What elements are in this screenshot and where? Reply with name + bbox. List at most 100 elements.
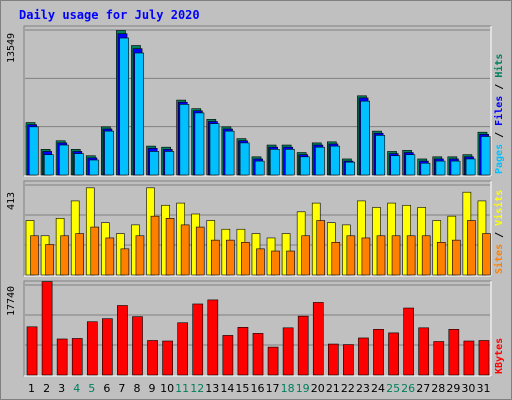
bar-sites [60, 235, 69, 276]
x-tick-label: 18 [281, 382, 295, 395]
x-tick-label: 8 [133, 382, 140, 395]
bar-sites [316, 220, 326, 276]
y-max-label: 13549 [6, 33, 17, 63]
legend-sites: Sites [493, 244, 505, 274]
x-tick-label: 16 [251, 382, 265, 395]
bar-pages [300, 156, 310, 176]
bar-sites [180, 224, 190, 276]
bar-sites [241, 242, 250, 276]
x-tick-label: 1 [28, 382, 35, 395]
bar-sites [467, 220, 476, 276]
x-tick-label: 24 [371, 382, 385, 395]
bar-pages [149, 151, 160, 176]
bar-pages [43, 154, 54, 176]
legend-kbytes: KBytes [494, 338, 505, 374]
legend-traffic: KBytes [494, 338, 505, 374]
bar-sites [482, 233, 491, 276]
x-tick-label: 7 [118, 382, 125, 395]
x-tick-label: 3 [58, 382, 65, 395]
bar-sites [135, 235, 145, 276]
bar-kbytes [312, 302, 324, 376]
x-tick-label: 29 [446, 382, 460, 395]
bar-pages [420, 162, 431, 176]
x-tick-label: 2 [43, 382, 50, 395]
bar-pages [89, 159, 99, 176]
bar-pages [134, 52, 145, 176]
bar-pages [119, 37, 129, 176]
bar-kbytes [207, 299, 219, 376]
bar-pages [209, 123, 220, 176]
bar-sites [105, 237, 115, 276]
bar-sites [45, 244, 54, 276]
bar-sites [195, 226, 205, 276]
bar-sites [75, 233, 84, 276]
x-tick-label: 31 [476, 382, 490, 395]
bar-kbytes [132, 316, 143, 376]
bar-sites [256, 248, 265, 276]
bar-pages [360, 100, 370, 176]
legend-files: Files [493, 96, 505, 126]
bar-kbytes [282, 327, 294, 376]
bar-kbytes [237, 327, 249, 376]
bar-kbytes [358, 337, 369, 376]
bar-pages [269, 149, 280, 176]
x-tick-label: 13 [205, 382, 219, 395]
x-tick-label: 26 [401, 382, 415, 395]
bar-kbytes [192, 303, 204, 376]
x-tick-label: 15 [235, 382, 249, 395]
bar-kbytes [56, 338, 68, 376]
bar-sites [150, 215, 160, 276]
bar-sites [30, 235, 39, 276]
x-tick-label: 4 [73, 382, 80, 395]
bar-kbytes [403, 307, 414, 376]
x-tick-label: 6 [103, 382, 110, 395]
x-tick-label: 28 [431, 382, 445, 395]
bar-sites [376, 235, 386, 276]
bar-pages [179, 104, 190, 176]
legend-visitors: Sites / Visits [493, 190, 505, 274]
x-tick-label: 5 [88, 382, 95, 395]
bar-sites [90, 226, 100, 276]
bar-pages [28, 126, 39, 176]
bar-pages [375, 135, 386, 176]
bar-sites [421, 235, 431, 276]
bar-sites [210, 239, 220, 276]
bar-sites [452, 239, 461, 276]
legend-separator: / [494, 78, 505, 96]
x-tick-label: 9 [149, 382, 156, 395]
bar-kbytes [41, 281, 53, 376]
bar-kbytes [267, 346, 279, 376]
bar-kbytes [147, 340, 158, 376]
bar-kbytes [388, 332, 399, 376]
x-tick-label: 14 [220, 382, 234, 395]
bar-kbytes [26, 326, 38, 376]
bar-sites [301, 235, 310, 276]
bar-kbytes [478, 340, 490, 376]
bar-kbytes [343, 344, 354, 376]
x-tick-label: 12 [190, 382, 204, 395]
bar-sites [165, 218, 175, 276]
bar-pages [164, 151, 175, 176]
x-tick-label: 17 [266, 382, 280, 395]
bar-kbytes [117, 305, 128, 376]
x-tick-label: 25 [386, 382, 400, 395]
bar-pages [390, 155, 401, 176]
x-tick-label: 23 [356, 382, 370, 395]
bar-kbytes [86, 321, 98, 376]
legend-visits: Visits [493, 190, 505, 226]
bar-sites [271, 250, 280, 276]
bar-kbytes [71, 338, 83, 376]
x-tick-label: 19 [296, 382, 310, 395]
bar-sites [346, 235, 356, 276]
panel-border [23, 25, 492, 177]
legend-requests: Pages / Files / Hits [493, 54, 505, 174]
bar-pages [480, 136, 491, 176]
bar-pages [405, 154, 416, 176]
bar-kbytes [102, 318, 113, 376]
legend-separator: / [494, 226, 505, 244]
bar-pages [435, 160, 446, 176]
x-tick-label: 10 [160, 382, 174, 395]
y-max-label: 17740 [6, 286, 17, 316]
bar-pages [239, 142, 250, 176]
